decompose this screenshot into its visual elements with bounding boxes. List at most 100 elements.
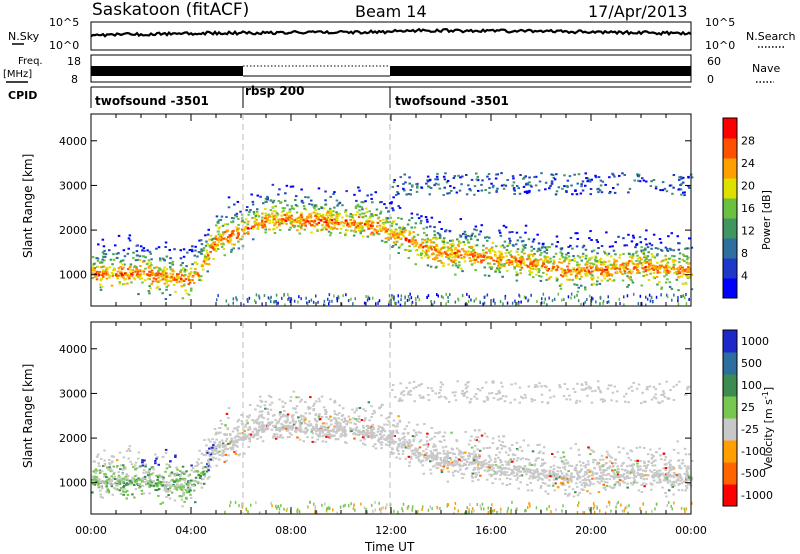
power-echo-cell — [217, 219, 221, 222]
velocity-echo-cell — [683, 465, 687, 467]
velocity-echo-cell — [486, 447, 489, 449]
velocity-echo-cell — [584, 471, 587, 473]
power-echo-cell — [285, 184, 289, 187]
velocity-echo-cell — [435, 453, 439, 456]
velocity-echo-cell — [605, 484, 609, 487]
power-echo-cell — [682, 176, 685, 179]
power-echo-cell — [310, 298, 313, 302]
power-echo-cell — [459, 176, 462, 179]
velocity-echo-cell — [620, 479, 623, 482]
velocity-echo-cell — [266, 424, 269, 426]
power-echo-cell — [468, 260, 472, 263]
power-echo-cell — [215, 215, 219, 218]
power-echo-cell — [185, 265, 188, 268]
velocity-echo-cell — [605, 456, 608, 459]
power-echo-cell — [465, 193, 469, 196]
power-echo-cell — [179, 280, 183, 283]
power-echo-cell — [682, 253, 685, 256]
power-echo-cell — [290, 223, 293, 226]
power-echo-cell — [590, 276, 593, 279]
power-echo-cell — [425, 182, 428, 185]
power-echo-cell — [225, 238, 229, 241]
power-echo-cell — [462, 241, 465, 243]
power-echo-cell — [584, 263, 587, 266]
velocity-echo-cell — [452, 474, 455, 477]
power-echo-cell — [561, 256, 565, 259]
velocity-echo-cell — [680, 482, 683, 485]
velocity-echo-cell — [654, 473, 658, 476]
power-echo-cell — [515, 250, 518, 253]
velocity-echo-cell — [533, 463, 537, 466]
velocity-echo-cell — [122, 477, 126, 480]
velocity-echo-cell — [620, 474, 623, 477]
power-echo-cell — [585, 266, 589, 269]
power-echo-cell — [426, 296, 428, 299]
power-echo-cell — [508, 242, 512, 245]
power-echo-cell — [303, 228, 306, 231]
power-echo-cell — [371, 215, 374, 218]
power-echo-cell — [563, 174, 566, 177]
power-echo-cell — [353, 193, 356, 196]
power-echo-cell — [443, 237, 446, 240]
power-echo-cell — [341, 216, 344, 219]
power-echo-cell — [102, 275, 105, 278]
velocity-echo-cell — [290, 433, 293, 436]
power-ytick-label-4000: 4000 — [59, 135, 87, 148]
power-echo-cell — [390, 201, 393, 204]
power-echo-cell — [492, 184, 495, 187]
power-colorbar-tick-4: 4 — [741, 270, 748, 283]
velocity-echo-cell — [678, 473, 681, 476]
power-echo-cell — [614, 260, 617, 263]
velocity-echo-cell — [687, 474, 690, 477]
power-echo-cell — [122, 283, 125, 286]
power-echo-cell — [126, 282, 129, 285]
power-echo-cell — [146, 273, 149, 276]
power-echo-cell — [277, 301, 279, 305]
power-echo-cell — [251, 203, 255, 206]
velocity-echo-cell — [318, 435, 321, 438]
power-echo-cell — [475, 297, 477, 301]
power-echo-cell — [685, 275, 689, 277]
power-echo-cell — [253, 212, 256, 215]
power-echo-cell — [278, 188, 281, 191]
power-echo-cell — [415, 183, 418, 186]
velocity-echo-cell — [368, 434, 371, 437]
velocity-echo-cell — [473, 466, 476, 469]
power-echo-cell — [519, 269, 522, 271]
velocity-echo-cell — [411, 452, 414, 455]
power-echo-cell — [404, 302, 406, 306]
power-echo-cell — [558, 284, 562, 287]
power-echo-cell — [128, 277, 131, 280]
power-echo-cell — [650, 295, 653, 299]
power-echo-cell — [571, 247, 574, 250]
velocity-echo-cell — [667, 466, 671, 469]
power-echo-cell — [423, 254, 427, 257]
velocity-echo-cell — [221, 452, 224, 455]
power-echo-cell — [164, 241, 168, 244]
velocity-echo-cell — [508, 483, 512, 485]
power-echo-cell — [152, 277, 156, 280]
power-echo-cell — [310, 199, 313, 202]
velocity-echo-cell — [526, 483, 529, 486]
power-echo-cell — [337, 202, 340, 205]
power-echo-cell — [678, 176, 681, 179]
power-echo-cell — [308, 203, 311, 206]
power-echo-cell — [370, 193, 373, 196]
velocity-echo-cell — [360, 419, 364, 421]
power-echo-cell — [360, 227, 364, 230]
power-echo-cell — [92, 268, 96, 271]
power-echo-cell — [362, 229, 366, 232]
velocity-echo-cell — [467, 443, 471, 446]
power-echo-cell — [133, 278, 136, 281]
power-echo-cell — [580, 183, 583, 186]
power-echo-cell — [527, 191, 531, 194]
power-echo-cell — [430, 302, 433, 306]
velocity-echo-cell — [277, 420, 281, 423]
power-echo-cell — [526, 258, 529, 261]
power-echo-cell — [564, 271, 567, 274]
power-echo-cell — [127, 247, 130, 250]
power-echo-cell — [417, 217, 421, 220]
power-echo-cell — [497, 250, 501, 253]
velocity-echo-cell — [468, 452, 471, 455]
velocity-echo-cell — [435, 462, 439, 464]
